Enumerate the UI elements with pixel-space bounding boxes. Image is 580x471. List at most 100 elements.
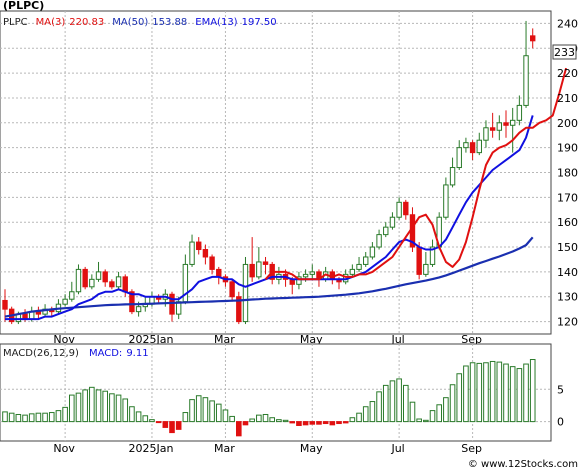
macd-bar-positive: [443, 397, 449, 423]
macd-bar-positive: [523, 363, 529, 423]
macd-bar-positive: [269, 417, 275, 423]
candle-down: [129, 291, 135, 313]
candle-up: [356, 263, 362, 270]
macd-bar-positive: [403, 384, 409, 423]
candle-up: [115, 276, 122, 288]
candle-down: [109, 281, 115, 288]
watermark: © www.12Stocks.com: [468, 459, 578, 470]
legend-value: 153.88: [152, 17, 187, 28]
candle-down: [236, 296, 242, 323]
candle-up: [423, 263, 429, 275]
macd-histogram: [2, 359, 536, 437]
macd-y-tick-label: 5: [557, 383, 564, 396]
macd-bar-negative: [302, 421, 309, 426]
legend-label: PLPC: [3, 17, 28, 28]
ma3-line: [264, 67, 568, 281]
candle-up: [302, 273, 309, 278]
macd-bar-positive: [483, 362, 489, 423]
price-x-tick-label: Mar: [214, 333, 235, 346]
macd-legend-label: MACD:: [89, 348, 122, 359]
macd-bar-positive: [202, 397, 209, 423]
price-x-axis: Nov 2025Jan Mar May Jul Sep: [53, 333, 482, 346]
macd-bar-positive: [362, 406, 369, 423]
macd-bar-positive: [376, 391, 382, 423]
macd-bar-positive: [102, 390, 109, 423]
candle-down: [202, 249, 209, 258]
macd-bar-positive: [449, 384, 456, 423]
macd-bar-positive: [356, 412, 362, 423]
price-y-tick-label: 220: [557, 67, 578, 80]
candle-up: [296, 276, 302, 285]
price-y-tick-label: 130: [557, 291, 578, 304]
price-y-tick-label: 170: [557, 191, 578, 204]
macd-bar-positive: [262, 413, 269, 423]
macd-bar-positive: [436, 404, 442, 423]
macd-bar-positive: [469, 362, 476, 423]
candle-up: [69, 291, 75, 300]
candle-up: [363, 256, 369, 265]
price-y-tick-label: 180: [557, 167, 578, 180]
candle-down: [262, 261, 269, 265]
candle-up: [523, 55, 529, 106]
ema13-line: [5, 115, 534, 321]
macd-legend-label: MACD(26,12,9): [3, 348, 79, 359]
candle-down: [530, 35, 536, 42]
candle-up: [95, 271, 102, 280]
macd-bar-negative: [242, 421, 249, 426]
candle-up: [349, 268, 356, 275]
macd-bar-positive: [95, 389, 102, 423]
macd-bar-positive: [62, 406, 68, 423]
candle-down: [469, 142, 476, 154]
macd-bar-positive: [109, 393, 115, 423]
price-y-tick-label: 210: [557, 92, 578, 105]
macd-bar-positive: [209, 400, 215, 423]
candle-down: [416, 246, 422, 275]
candle-up: [75, 268, 82, 293]
macd-x-tick-label: Nov: [53, 442, 75, 455]
candle-down: [229, 281, 235, 298]
price-y-tick-label: 140: [557, 266, 578, 279]
legend-label: MA(3): [36, 17, 66, 28]
candle-up: [189, 241, 195, 265]
macd-x-tick-label: Sep: [461, 442, 482, 455]
price-x-tick-label: Nov: [53, 333, 75, 346]
macd-bar-positive: [429, 410, 436, 423]
macd-bar-positive: [8, 412, 15, 423]
macd-y-axis: 05: [557, 383, 564, 428]
macd-bar-positive: [222, 409, 229, 423]
candle-up: [369, 246, 376, 258]
legend-label: EMA(13): [195, 17, 237, 28]
macd-x-tick-label: Mar: [214, 442, 235, 455]
macd-bar-positive: [122, 398, 129, 423]
macd-bar-positive: [215, 403, 222, 423]
candle-up: [443, 184, 449, 218]
macd-bar-positive: [149, 419, 155, 423]
candle-up: [376, 234, 382, 248]
macd-bar-positive: [135, 411, 142, 423]
candle-up: [256, 261, 262, 278]
price-vertical-grid: [64, 11, 474, 334]
macd-bar-positive: [369, 401, 376, 423]
price-x-tick-label: Jul: [390, 333, 404, 346]
macd-bar-positive: [396, 378, 402, 423]
price-y-tick-label: 150: [557, 241, 578, 254]
macd-bar-positive: [22, 414, 28, 423]
legend-value: 197.50: [242, 17, 277, 28]
price-y-tick-label: 200: [557, 117, 578, 130]
candle-up: [383, 226, 389, 236]
candle-down: [169, 293, 175, 315]
macd-x-tick-label: 2025Jan: [128, 442, 173, 455]
macd-bar-negative: [316, 421, 322, 425]
macd-bar-positive: [282, 419, 289, 423]
price-x-tick-label: 2025Jan: [128, 333, 173, 346]
macd-y-tick-label: 0: [557, 416, 564, 429]
macd-bar-positive: [195, 395, 202, 423]
macd-bar-positive: [423, 419, 429, 423]
macd-bar-positive: [48, 412, 55, 423]
candle-up: [62, 298, 68, 305]
macd-bar-positive: [476, 362, 483, 423]
macd-bar-negative: [296, 421, 302, 426]
candle-down: [209, 256, 215, 270]
macd-bar-negative: [309, 421, 316, 425]
macd-bar-positive: [489, 360, 496, 423]
